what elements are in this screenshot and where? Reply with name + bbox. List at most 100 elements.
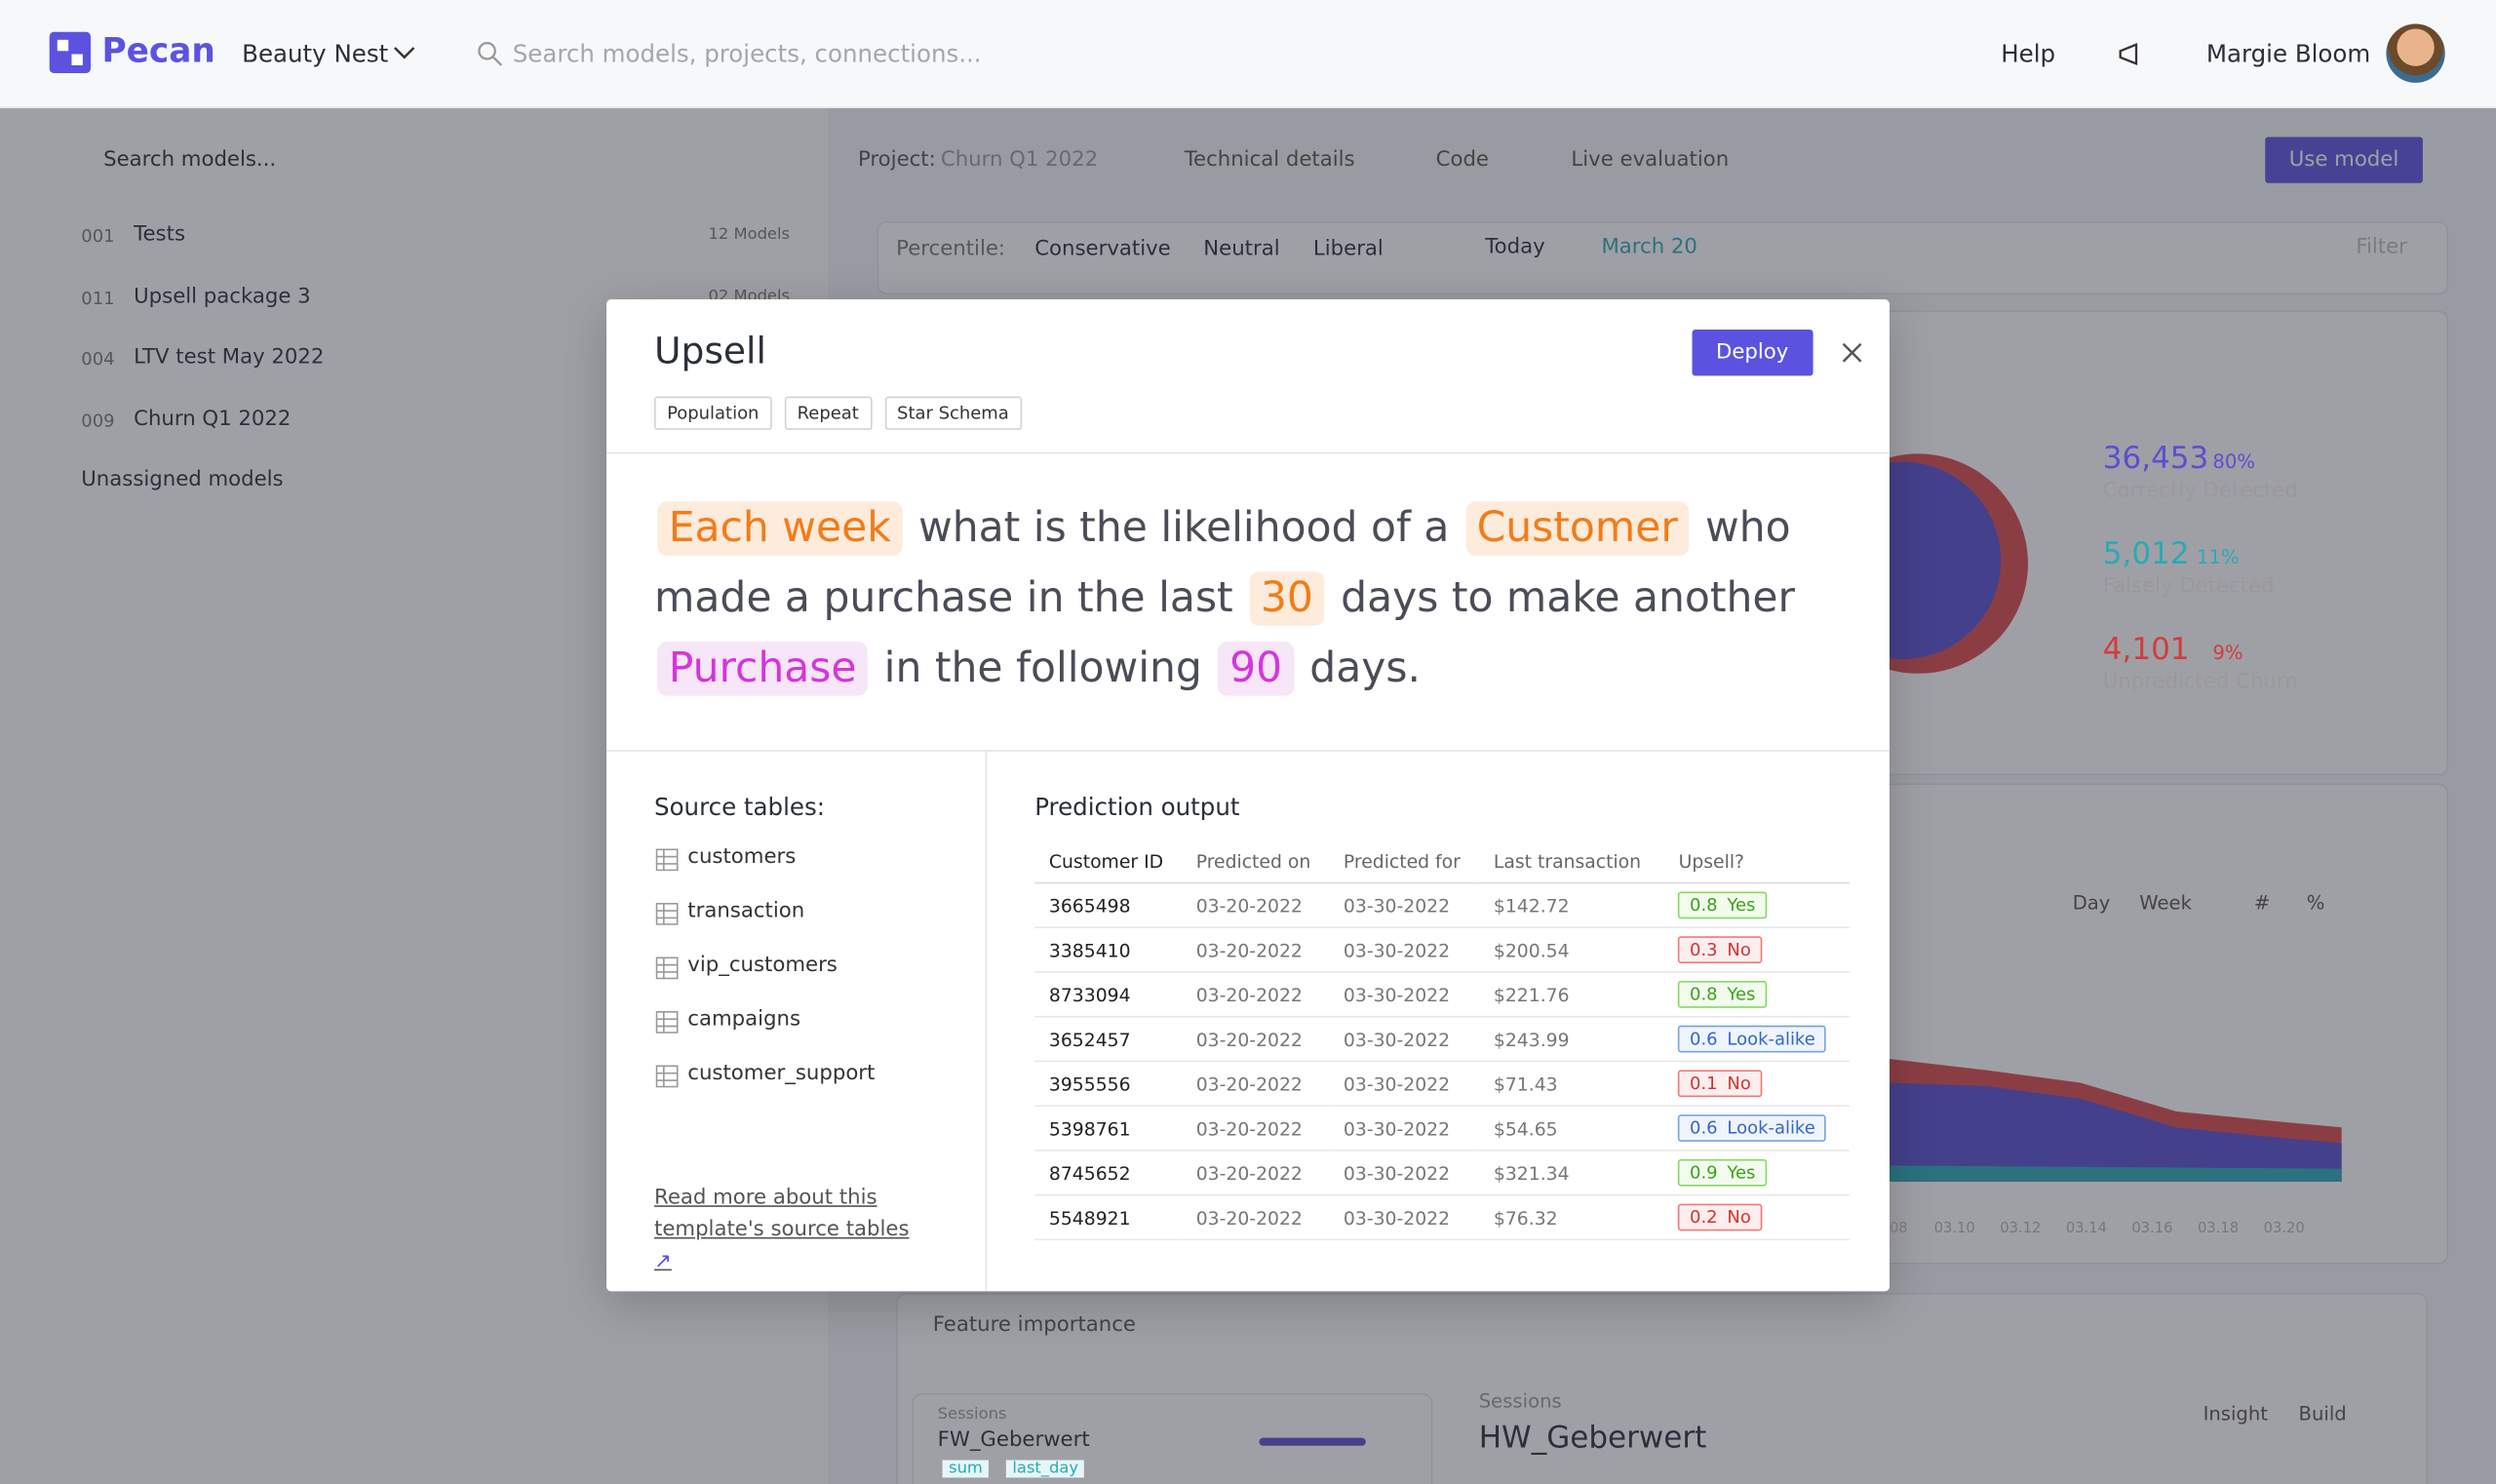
label: No [1727, 939, 1751, 960]
chart-control[interactable]: # [2253, 891, 2271, 915]
upsell-badge: 0.1 No [1678, 1070, 1763, 1098]
unassigned[interactable]: Unassigned models [81, 468, 284, 492]
global-search[interactable]: Search models, projects, connections... [512, 39, 982, 69]
close[interactable] [1842, 342, 1862, 363]
avatar[interactable] [2386, 23, 2445, 83]
label: Look-alike [1727, 1028, 1815, 1050]
feature-name: FW_Geberwert [937, 1427, 1090, 1453]
sentence-text: who made a purchase in the last [654, 504, 1791, 623]
stat-pct: 11% [2197, 546, 2240, 568]
search-icon [478, 41, 503, 66]
use-model[interactable]: Use model [2265, 137, 2423, 183]
project-id: 009 [81, 410, 115, 431]
project-name[interactable]: Upsell package 3 [134, 284, 311, 308]
upsell-badge: 0.6 Look-alike [1678, 1025, 1827, 1053]
model-search[interactable]: Search models... [103, 147, 277, 173]
score: 0.8 [1690, 894, 1718, 917]
cell: 0.3 No [1663, 927, 1851, 973]
tab[interactable]: Code [1435, 147, 1489, 173]
source-table[interactable]: campaigns [687, 1007, 801, 1033]
cell: 0.2 No [1663, 1194, 1851, 1241]
cell: 0.8 Yes [1663, 882, 1851, 929]
today: Today [1485, 235, 1545, 260]
tab[interactable]: Live evaluation [1571, 147, 1730, 173]
score: 0.9 [1690, 1162, 1718, 1184]
cell: 03-20-2022 [1182, 971, 1330, 1018]
table-row: 5398761 03-20-2022 03-30-2022 $54.65 0.6 Look… [1034, 1106, 1851, 1152]
cell: 03-30-2022 [1329, 971, 1480, 1018]
user-name[interactable]: Margie Bloom [2205, 39, 2371, 69]
date[interactable]: March 20 [1601, 235, 1697, 260]
chart-control[interactable]: Day [2072, 891, 2111, 915]
chevron [394, 47, 415, 59]
highlight: 30 [1249, 571, 1325, 626]
link-text[interactable]: Read more about this template's source t… [654, 1186, 910, 1242]
cell: 0.6 Look-alike [1663, 1106, 1851, 1152]
chart-control[interactable]: Week [2139, 891, 2192, 915]
source-table[interactable]: transaction [687, 899, 805, 924]
tag: Star Schema [883, 396, 1022, 430]
help[interactable]: Help [2001, 39, 2056, 69]
stat-label: Unpredicted Churn [2102, 670, 2298, 695]
project-label: Project: [857, 147, 936, 173]
output-title: Prediction output [1034, 793, 1240, 822]
feature-bar [1259, 1437, 1366, 1446]
cell: 03-30-2022 [1329, 882, 1480, 929]
feature-kicker: Sessions [937, 1405, 1007, 1424]
source-link[interactable]: Read more about this template's source t… [654, 1186, 910, 1274]
workspace[interactable]: Beauty Nest [242, 39, 389, 69]
table-icon [655, 957, 679, 980]
tag: Repeat [784, 396, 872, 430]
chart-control[interactable]: % [2306, 891, 2325, 915]
highlight: Each week [657, 501, 903, 556]
cell: 8733094 [1034, 971, 1183, 1018]
table-row: 3955556 03-20-2022 03-30-2022 $71.43 0.1 No [1034, 1061, 1851, 1107]
feature-button[interactable]: Insight [2203, 1402, 2268, 1425]
project-name[interactable]: Tests [134, 222, 185, 248]
cell: $71.43 [1479, 1061, 1664, 1107]
prediction-table: Customer ID Predicted on Predicted for Last… [1034, 846, 1851, 1241]
deploy[interactable]: Deploy [1692, 330, 1813, 376]
score: 0.3 [1690, 939, 1718, 960]
project-name[interactable]: Churn Q1 2022 [134, 407, 292, 431]
stat-pct: 80% [2212, 450, 2255, 474]
label: Look-alike [1727, 1117, 1815, 1139]
label: Yes [1727, 1162, 1756, 1184]
x-tick-label: 08 [1889, 1221, 1908, 1237]
cell: 03-30-2022 [1329, 1106, 1480, 1152]
cell: $76.32 [1479, 1194, 1664, 1241]
cell: 3955556 [1034, 1061, 1183, 1107]
feature-tag: sum [942, 1460, 990, 1478]
label: No [1727, 1206, 1751, 1229]
x-tick-label: 03.10 [1933, 1221, 1975, 1237]
tab[interactable]: Technical details [1184, 147, 1355, 173]
cell: 0.1 No [1663, 1061, 1851, 1107]
top-bar: Pecan Beauty Nest Search models, project… [0, 0, 2496, 109]
feature-button[interactable]: Build [2298, 1402, 2347, 1425]
percentile-option[interactable]: Liberal [1312, 237, 1384, 261]
source-table[interactable]: customer_support [687, 1062, 876, 1086]
cell: 03-20-2022 [1182, 882, 1330, 929]
project-name[interactable]: LTV test May 2022 [134, 345, 325, 370]
cell: 03-20-2022 [1182, 1016, 1330, 1063]
filter-bar [877, 220, 2449, 295]
score: 0.6 [1690, 1028, 1718, 1050]
filter[interactable]: Filter [2356, 235, 2407, 260]
cell: $142.72 [1479, 882, 1664, 929]
announce-icon[interactable] [2117, 41, 2142, 66]
cell: $54.65 [1479, 1106, 1664, 1152]
sentence-text: days. [1309, 644, 1421, 693]
percentile-option[interactable]: Conservative [1034, 237, 1171, 261]
sentence-text: days to make another [1341, 574, 1795, 623]
cell: 3652457 [1034, 1016, 1183, 1063]
x-tick-label: 03.12 [2000, 1221, 2042, 1237]
divider [606, 451, 1890, 454]
source-table[interactable]: customers [687, 845, 797, 870]
table-row: 3665498 03-20-2022 03-30-2022 $142.72 0.8 Yes [1034, 882, 1851, 929]
table-row: 8733094 03-20-2022 03-30-2022 $221.76 0.8 Yes [1034, 971, 1851, 1018]
label: Yes [1727, 894, 1756, 917]
source-table[interactable]: vip_customers [687, 954, 838, 978]
percentile-option[interactable]: Neutral [1203, 237, 1280, 261]
source-title: Source tables: [654, 793, 825, 822]
